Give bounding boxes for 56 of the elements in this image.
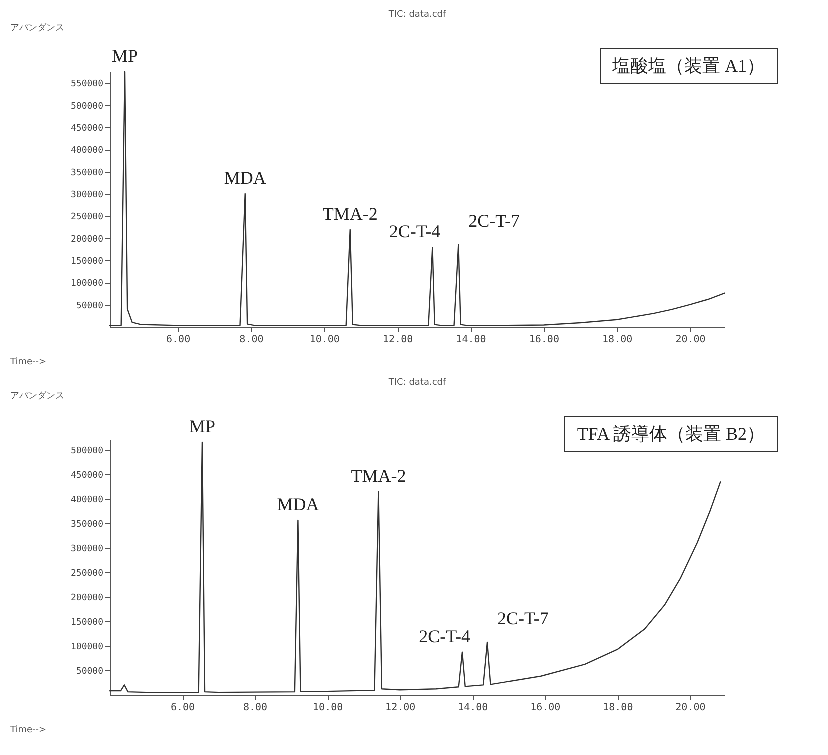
x-axis-title: Time--> xyxy=(10,726,47,736)
annotation: MDA xyxy=(224,168,266,188)
y-tick-label: 200000 xyxy=(70,593,104,604)
x-tick-label: 18.00 xyxy=(603,702,634,714)
annotation: MDA xyxy=(277,494,320,514)
x-tick-label: 8.00 xyxy=(244,702,268,714)
y-tick-label: 150000 xyxy=(70,256,104,267)
y-tick-label: 150000 xyxy=(70,618,104,628)
chart-title: TIC: data.cdf xyxy=(388,378,447,388)
y-tick-label: 500000 xyxy=(70,102,104,112)
x-tick-label: 20.00 xyxy=(676,702,706,714)
frame-outline: 塩酸塩（装置 A1） xyxy=(600,48,778,84)
y-tick-label: 350000 xyxy=(70,520,104,530)
y-tick-label: 100000 xyxy=(70,279,104,290)
x-tick-label: 16.00 xyxy=(529,334,560,346)
x-axis-title: Time--> xyxy=(10,358,47,368)
y-tick-label: 300000 xyxy=(70,190,104,200)
y-tick-label: 500000 xyxy=(70,446,104,456)
y-tick-label: 350000 xyxy=(70,168,104,178)
x-tick-label: 8.00 xyxy=(240,334,264,346)
y-axis-title: アバンダンス xyxy=(10,390,64,402)
annotation: TMA-2 xyxy=(351,466,406,486)
y-tick-label: 550000 xyxy=(70,80,104,90)
y-tick-label: 50000 xyxy=(76,666,104,677)
annotation: 2C-T-4 xyxy=(419,626,470,646)
x-tick-label: 20.00 xyxy=(676,334,706,346)
y-tick-label: 250000 xyxy=(70,212,104,223)
x-tick-label: 10.00 xyxy=(310,334,340,346)
x-tick-label: 18.00 xyxy=(602,334,633,346)
y-tick-label: 250000 xyxy=(70,568,104,579)
y-tick-label: 200000 xyxy=(70,234,104,245)
x-tick-label: 16.00 xyxy=(530,702,561,714)
y-tick-label: 400000 xyxy=(70,495,104,506)
annotation: MP xyxy=(112,46,138,66)
annotation: MP xyxy=(189,416,216,436)
y-axis-title: アバンダンス xyxy=(10,22,64,34)
y-tick-label: 100000 xyxy=(70,642,104,652)
annotation: 2C-T-4 xyxy=(389,222,441,242)
y-tick-label: 450000 xyxy=(70,124,104,134)
x-tick-label: 12.00 xyxy=(386,702,416,714)
frame-outline: TFA 誘導体（装置 B2） xyxy=(564,416,778,452)
annotation: 2C-T-7 xyxy=(468,210,520,231)
y-tick-label: 450000 xyxy=(70,470,104,481)
x-tick-label: 12.00 xyxy=(383,334,414,346)
x-tick-label: 10.00 xyxy=(313,702,344,714)
line-series xyxy=(109,442,722,694)
x-tick-label: 6.00 xyxy=(166,334,191,346)
y-tick-label: 50000 xyxy=(76,301,104,312)
y-tick-label: 400000 xyxy=(70,146,104,156)
x-tick-label: 14.00 xyxy=(458,702,488,714)
y-tick-label: 300000 xyxy=(70,544,104,554)
annotation: 2C-T-7 xyxy=(497,608,549,629)
x-tick-label: 14.00 xyxy=(456,334,486,346)
annotation: TMA-2 xyxy=(322,204,378,224)
x-tick-label: 6.00 xyxy=(170,702,196,714)
chart-title: TIC: data.cdf xyxy=(388,10,447,20)
